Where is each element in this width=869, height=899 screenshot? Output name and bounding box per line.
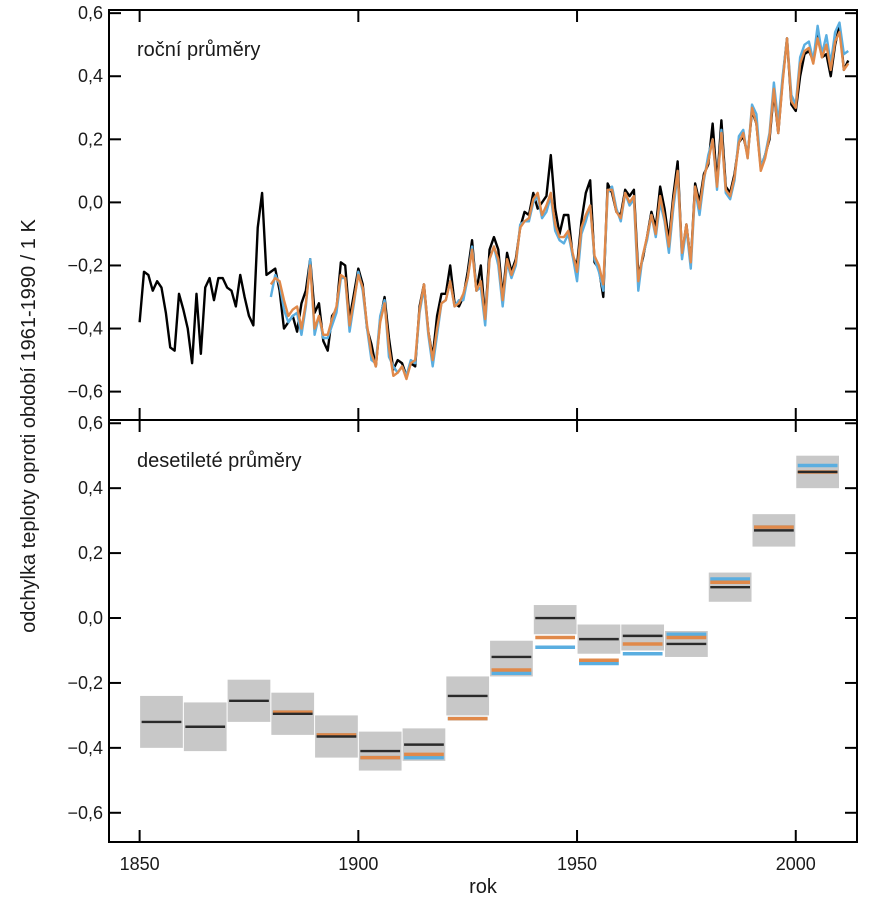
outer-frame (108, 9, 858, 843)
decadal-ytick-label: 0,2 (78, 543, 103, 563)
annual-y-ticks: −0,6 −0,4 −0,2 0,0 0,2 0,4 0,6 (67, 3, 857, 402)
decadal-means (141, 463, 838, 760)
annual-panel-title: roční průměry (137, 39, 260, 61)
decadal-ytick-label: 0,6 (78, 413, 103, 433)
decadal-ytick-label: 0,4 (78, 478, 103, 498)
annual-series-line-0 (138, 24, 850, 378)
decadal-panel: −0,6 −0,4 −0,2 0,0 0,2 0,4 0,6 desetileté prům… (67, 413, 857, 823)
x-axis-title: rok (469, 876, 498, 898)
annual-ytick-label: −0,4 (67, 319, 103, 339)
annual-series-group (138, 21, 850, 381)
annual-ytick-label: 0,2 (78, 129, 103, 149)
xtick-label: 1900 (338, 854, 378, 874)
decadal-y-ticks: −0,6 −0,4 −0,2 0,0 0,2 0,4 0,6 (67, 413, 857, 823)
xtick-label: 2000 (776, 854, 816, 874)
x-axis: 1850 1900 1950 2000 (120, 10, 816, 874)
xtick-label: 1850 (120, 854, 160, 874)
annual-ytick-label: 0,0 (78, 192, 103, 212)
annual-ytick-label: 0,6 (78, 3, 103, 23)
annual-panel: −0,6 −0,4 −0,2 0,0 0,2 0,4 0,6 roční průměry (67, 3, 857, 402)
xtick-label: 1950 (557, 854, 597, 874)
decadal-band (533, 605, 577, 635)
decadal-ytick-label: −0,2 (67, 673, 103, 693)
annual-ytick-label: −0,6 (67, 382, 103, 402)
annual-series-line-2 (269, 30, 850, 381)
decadal-ytick-label: 0,0 (78, 608, 103, 628)
decadal-band (621, 624, 665, 651)
plot-frame (108, 9, 858, 843)
decadal-bands (140, 455, 840, 771)
annual-ytick-label: 0,4 (78, 66, 103, 86)
decadal-panel-title: desetileté průměry (137, 450, 302, 472)
decadal-ytick-label: −0,6 (67, 803, 103, 823)
decadal-ytick-label: −0,4 (67, 738, 103, 758)
annual-ytick-label: −0,2 (67, 255, 103, 275)
annual-series-line-1 (269, 21, 849, 378)
y-axis-title: odchylka teploty oproti období 1961-1990… (18, 219, 40, 633)
